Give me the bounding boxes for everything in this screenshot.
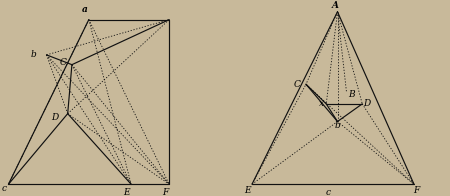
Text: c: c <box>2 184 7 193</box>
Text: b: b <box>31 50 37 59</box>
Text: F: F <box>162 188 168 196</box>
Text: b: b <box>335 121 340 130</box>
Text: c: c <box>326 188 331 196</box>
Text: x: x <box>319 99 324 108</box>
Text: E: E <box>124 188 130 196</box>
Text: C: C <box>60 58 67 67</box>
Text: B: B <box>348 90 354 99</box>
Text: A: A <box>332 1 339 10</box>
Text: F: F <box>413 186 419 195</box>
Text: D: D <box>363 99 370 108</box>
Text: D: D <box>51 113 59 122</box>
Text: C: C <box>293 80 301 89</box>
Text: a: a <box>81 5 88 14</box>
Text: E: E <box>244 186 251 195</box>
